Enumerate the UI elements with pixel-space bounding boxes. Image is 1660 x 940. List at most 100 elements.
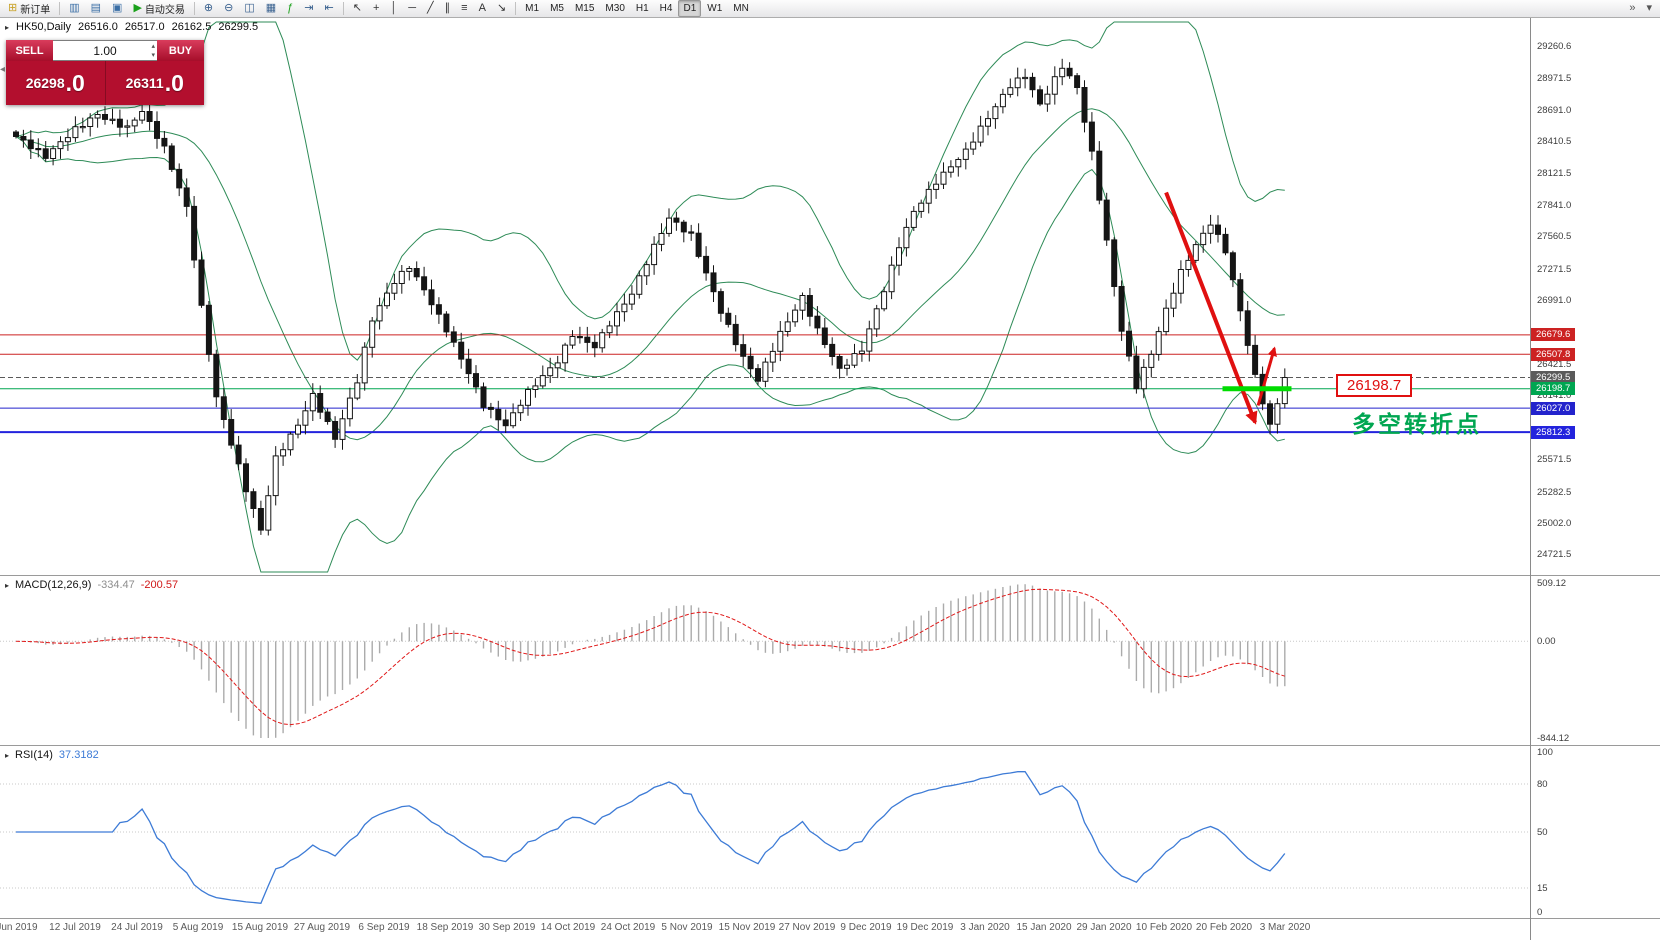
tile-windows-button[interactable]: ◫ bbox=[239, 0, 259, 17]
toolbar-options-button[interactable]: ▾ bbox=[1641, 0, 1657, 17]
chart-ohlc-header: ▸ HK50,Daily 26516.0 26517.0 26162.5 262… bbox=[5, 21, 258, 33]
timeframe-D1-label: D1 bbox=[683, 3, 697, 14]
timeframe-W1[interactable]: W1 bbox=[702, 0, 727, 17]
horizontal-line-button[interactable]: ─ bbox=[403, 0, 421, 17]
new-order-button[interactable]: ⊞ 新订单 bbox=[3, 0, 55, 17]
rsi-panel-splitter[interactable] bbox=[0, 745, 1660, 746]
time-axis-splitter[interactable] bbox=[0, 918, 1660, 919]
date-label: 15 Jan 2020 bbox=[1016, 922, 1072, 933]
timeframe-M5[interactable]: M5 bbox=[545, 0, 569, 17]
price-level-badge: 26679.6 bbox=[1531, 328, 1576, 342]
macd-title: MACD(12,26,9) bbox=[15, 579, 92, 591]
price-annotation-label[interactable]: 26198.7 bbox=[1336, 374, 1413, 397]
auto-scroll-button[interactable]: ⇥ bbox=[299, 0, 318, 17]
rsi-label: ▸ RSI(14) 37.3182 bbox=[5, 749, 99, 761]
time-axis[interactable]: 28 Jun 2019 12 Jul 2019 24 Jul 2019 5 Aug 2… bbox=[0, 918, 1530, 940]
chart-shift-icon: ⇤ bbox=[324, 2, 334, 14]
price-level-badge: 26198.7 bbox=[1531, 382, 1576, 396]
timeframe-MN[interactable]: MN bbox=[728, 0, 754, 17]
trendline-button[interactable]: ╱ bbox=[422, 0, 439, 17]
date-label: 15 Aug 2019 bbox=[231, 922, 289, 933]
timeframe-M15[interactable]: M15 bbox=[570, 0, 599, 17]
toolbar-separator bbox=[59, 2, 61, 15]
fibonacci-button[interactable]: ≡ bbox=[456, 0, 472, 17]
sell-button[interactable]: SELL bbox=[6, 40, 53, 61]
price-tick: 28121.5 bbox=[1537, 168, 1572, 180]
buy-price[interactable]: 26311 .0 bbox=[106, 61, 205, 105]
price-tick: 26991.0 bbox=[1537, 295, 1572, 306]
date-label: 12 Jul 2019 bbox=[49, 922, 101, 933]
indicators-button[interactable]: ƒ bbox=[282, 0, 298, 17]
date-label: 27 Nov 2019 bbox=[778, 922, 836, 933]
zoom-out-button[interactable]: ⊖ bbox=[219, 0, 238, 17]
ohlc-open: 26516.0 bbox=[78, 21, 118, 33]
rsi-scale-tick: 50 bbox=[1537, 827, 1548, 838]
date-label: 10 Feb 2020 bbox=[1135, 922, 1193, 933]
turning-point-label: 多空转折点 bbox=[1352, 411, 1482, 437]
timeframe-H1-label: H1 bbox=[635, 3, 649, 14]
macd-marker-icon: ▸ bbox=[5, 580, 10, 590]
overflow-icon: » bbox=[1629, 2, 1636, 14]
rsi-scale-tick: 100 bbox=[1537, 747, 1553, 758]
grid-button[interactable]: ▦ bbox=[261, 0, 281, 17]
zoom-in-button[interactable]: ⊕ bbox=[199, 0, 218, 17]
terminal-button[interactable]: ▣ bbox=[107, 0, 127, 17]
cursor-button[interactable]: ↖ bbox=[348, 0, 367, 17]
macd-value: -334.47 bbox=[97, 579, 135, 591]
price-scale[interactable]: 29260.6 28971.5 28691.0 28410.5 28121.5 27841… bbox=[1530, 18, 1660, 940]
crosshair-button[interactable]: + bbox=[368, 0, 384, 17]
volume-up-icon[interactable]: ▴ bbox=[151, 43, 155, 50]
market-watch-button[interactable]: ▥ bbox=[64, 0, 84, 17]
price-tick: 27560.5 bbox=[1537, 231, 1572, 243]
text-icon: A bbox=[478, 2, 486, 14]
price-tick: 28410.5 bbox=[1537, 135, 1572, 147]
timeframe-M1[interactable]: M1 bbox=[520, 0, 544, 17]
buy-button[interactable]: BUY bbox=[157, 40, 204, 61]
chart-shift-button[interactable]: ⇤ bbox=[320, 0, 339, 17]
date-label: 6 Sep 2019 bbox=[358, 922, 410, 933]
collapse-trade-panel-icon[interactable]: ◂ bbox=[0, 64, 6, 75]
date-label: 9 Dec 2019 bbox=[840, 922, 892, 933]
rsi-scale-tick: 0 bbox=[1537, 907, 1543, 918]
autotrading-button[interactable]: ▶ 自动交易 bbox=[128, 0, 189, 17]
macd-panel-splitter[interactable] bbox=[0, 575, 1660, 576]
toolbar-separator bbox=[193, 2, 195, 15]
timeframe-H4[interactable]: H4 bbox=[655, 0, 678, 17]
volume-down-icon[interactable]: ▾ bbox=[151, 52, 155, 59]
volume-input[interactable]: 1.00 ▴ ▾ bbox=[53, 40, 157, 61]
macd-scale-tick: 0.00 bbox=[1537, 636, 1556, 648]
overflow-button[interactable]: » bbox=[1624, 0, 1640, 17]
zoom-in-icon: ⊕ bbox=[203, 2, 214, 14]
price-tick: 27271.5 bbox=[1537, 263, 1572, 275]
navigator-button[interactable]: ▤ bbox=[86, 0, 106, 17]
new-order-icon: ⊞ bbox=[8, 2, 18, 14]
timeframe-D1[interactable]: D1 bbox=[678, 0, 702, 17]
toolbar-separator bbox=[515, 2, 517, 15]
vertical-line-button[interactable]: │ bbox=[385, 0, 402, 17]
price-tick: 24721.5 bbox=[1537, 549, 1572, 561]
text-button[interactable]: A bbox=[474, 0, 491, 17]
auto-scroll-icon: ⇥ bbox=[304, 2, 314, 14]
ohlc-high: 26517.0 bbox=[124, 21, 165, 33]
timeframe-H1[interactable]: H1 bbox=[631, 0, 654, 17]
channel-icon: ∥ bbox=[444, 2, 451, 14]
date-label: 29 Jan 2020 bbox=[1076, 922, 1132, 933]
timeframe-M30[interactable]: M30 bbox=[600, 0, 629, 17]
toolbar-options-icon: ▾ bbox=[1646, 2, 1652, 14]
price-tick: 26141.0 bbox=[1537, 390, 1572, 402]
sell-price[interactable]: 26298 .0 bbox=[6, 61, 106, 105]
terminal-icon: ▣ bbox=[112, 2, 123, 14]
macd-signal-value: -200.57 bbox=[140, 579, 179, 591]
date-label: 30 Sep 2019 bbox=[478, 922, 536, 933]
chart-symbol-period: HK50,Daily bbox=[16, 21, 72, 33]
buy-price-int: 26311 bbox=[125, 75, 164, 91]
sell-price-pip: .0 bbox=[65, 69, 85, 96]
price-level-badge: 26027.0 bbox=[1531, 401, 1576, 415]
arrow-tools-button[interactable]: ↘ bbox=[492, 0, 511, 17]
ohlc-close: 26299.5 bbox=[218, 21, 259, 33]
toolbar-separator bbox=[342, 2, 344, 15]
rsi-scale-tick: 15 bbox=[1537, 883, 1548, 894]
autotrading-button-label: 自动交易 bbox=[144, 5, 185, 16]
channel-button[interactable]: ∥ bbox=[440, 0, 456, 17]
